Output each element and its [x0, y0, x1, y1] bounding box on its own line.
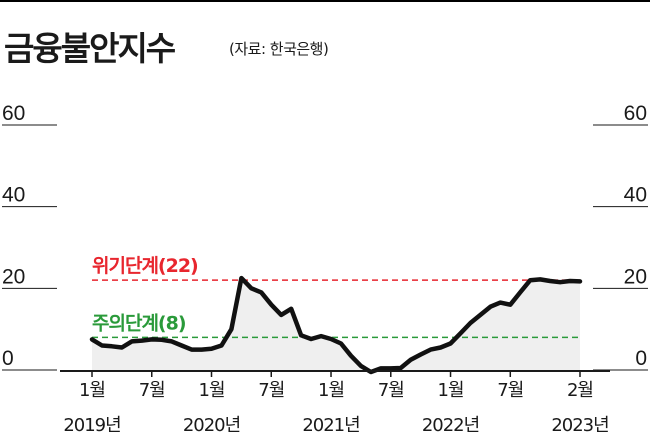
x-year-label: 2019년	[63, 415, 120, 436]
y-tick-label-right: 20	[624, 265, 647, 288]
x-year-label: 2020년	[183, 415, 240, 436]
x-tick-label: 2월	[567, 380, 593, 401]
series-line	[89, 275, 583, 375]
y-tick-label-left: 40	[2, 184, 25, 207]
chart-title: 금융불안지수	[4, 29, 176, 68]
axis-layer: 0 0 20 20 40 40 60 60 1월 2019년 7월 1월 2020년 7월 1월 2021년 7…	[2, 102, 648, 436]
y-tick-label-left: 0	[2, 347, 14, 370]
y-tick-label-left: 20	[2, 265, 25, 288]
x-tick-label: 7월	[258, 380, 284, 401]
x-year-label: 2022년	[422, 415, 479, 436]
y-tick-label-right: 40	[624, 184, 647, 207]
x-tick-label: 7월	[139, 380, 165, 401]
x-tick-label: 1월	[438, 380, 464, 401]
x-tick-label: 7월	[378, 380, 404, 401]
reference-lines: 위기단계(22) 주의단계(8)	[92, 255, 580, 339]
x-tick-label: 1월	[79, 380, 105, 401]
x-tick-label: 1월	[318, 380, 344, 401]
y-tick-label-left: 60	[2, 102, 25, 125]
y-tick-label-right: 0	[635, 347, 647, 370]
x-tick-label: 7월	[497, 380, 523, 401]
reference-label-1: 주의단계(8)	[92, 312, 186, 334]
x-year-label: 2021년	[302, 415, 359, 436]
x-year-label: 2023년	[551, 415, 608, 436]
reference-label-0: 위기단계(22)	[92, 255, 198, 277]
top-rule	[0, 0, 650, 2]
source-note: (자료: 한국은행)	[229, 40, 329, 58]
x-tick-label: 1월	[199, 380, 225, 401]
y-tick-label-right: 60	[624, 102, 647, 125]
series-layer	[89, 275, 583, 375]
